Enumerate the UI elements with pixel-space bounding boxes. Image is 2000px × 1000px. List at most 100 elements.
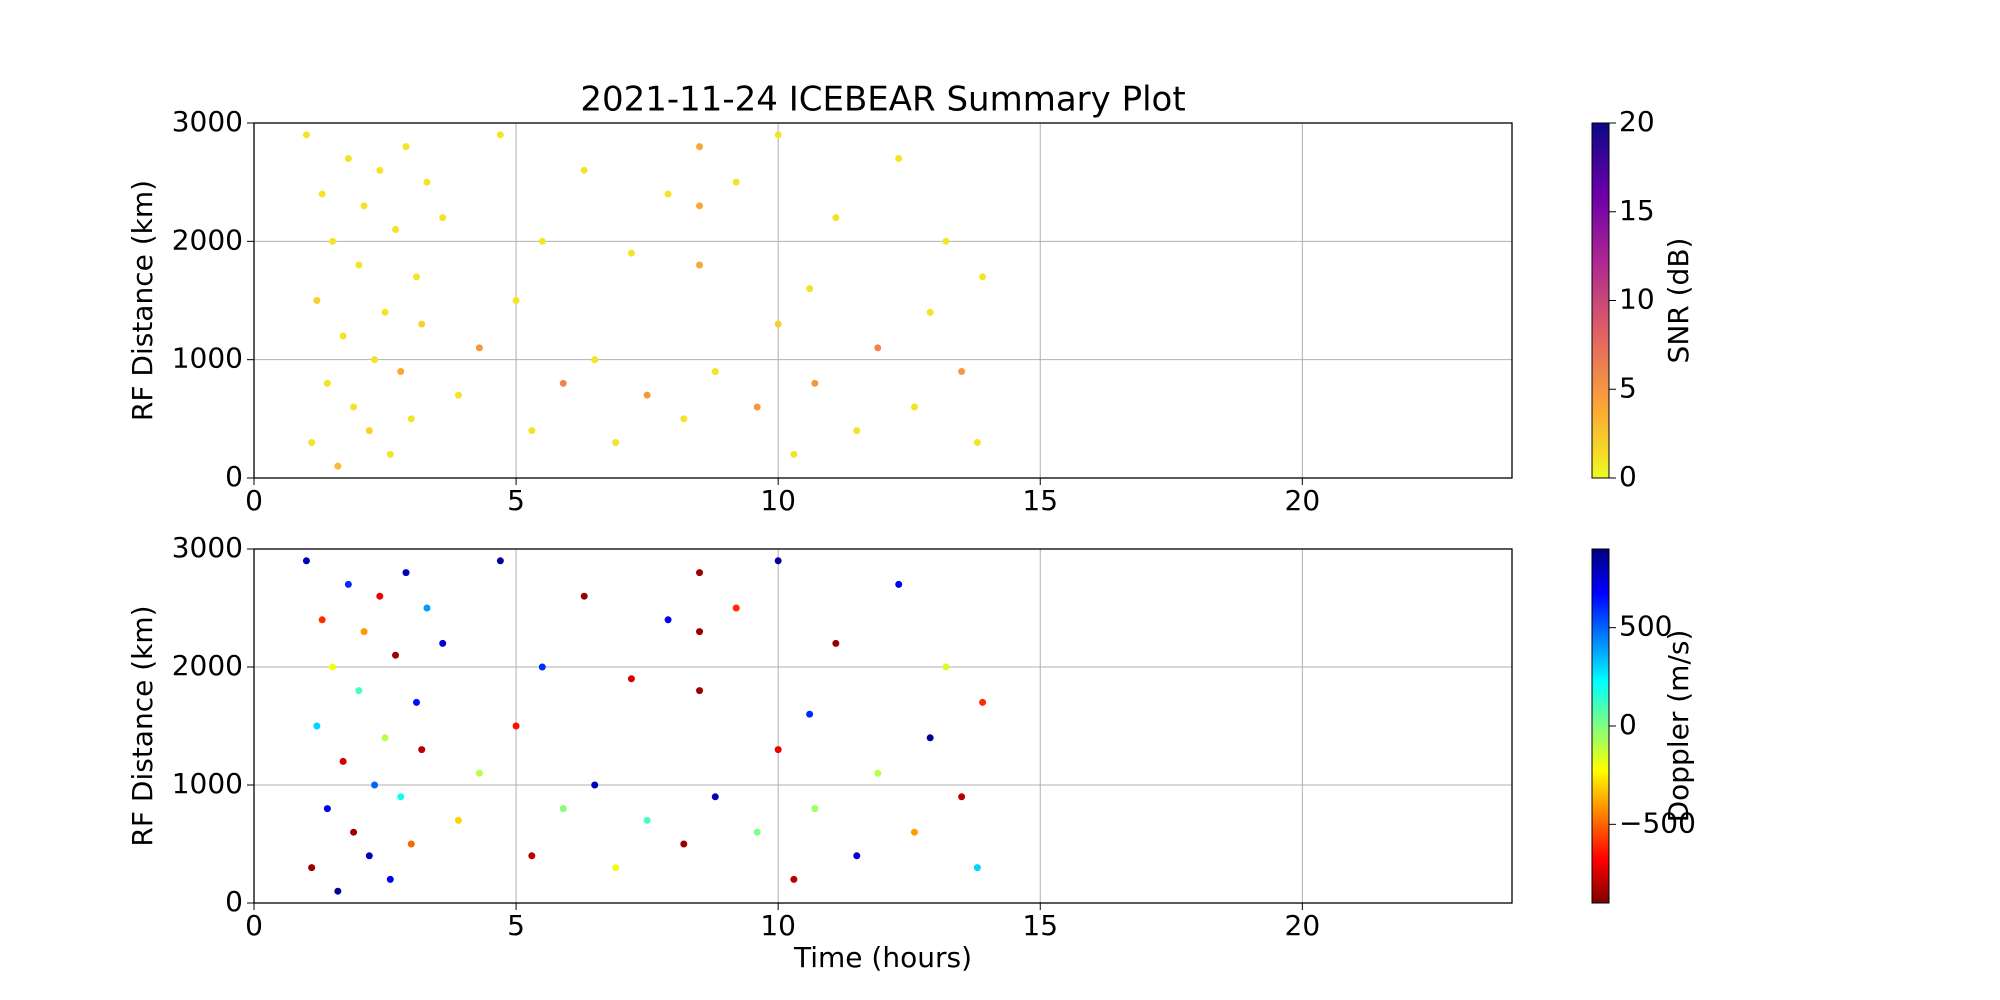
point bbox=[392, 226, 400, 233]
y-tick-label: 1000 bbox=[172, 342, 243, 375]
point bbox=[397, 368, 405, 375]
point bbox=[313, 722, 321, 730]
chart-title: 2021-11-24 ICEBEAR Summary Plot bbox=[580, 80, 1185, 120]
colorbar-label: Doppler (m/s) bbox=[1662, 630, 1695, 823]
point bbox=[528, 427, 536, 435]
x-tick-label: 20 bbox=[1285, 484, 1321, 517]
colorbar bbox=[1591, 548, 1610, 904]
y-tick-label: 3000 bbox=[172, 105, 243, 138]
point bbox=[664, 616, 672, 624]
point bbox=[790, 875, 798, 883]
colorbar-label: SNR (dB) bbox=[1662, 238, 1695, 364]
point bbox=[439, 639, 447, 647]
point bbox=[538, 237, 546, 245]
colorbar-tick-label: 500 bbox=[1619, 610, 1672, 643]
point bbox=[895, 155, 903, 162]
point bbox=[418, 746, 426, 754]
point bbox=[386, 875, 394, 883]
point bbox=[350, 828, 358, 836]
point bbox=[475, 344, 483, 352]
point bbox=[334, 462, 342, 470]
colorbar-tick-label: 5 bbox=[1619, 371, 1637, 404]
point bbox=[418, 320, 426, 328]
point bbox=[942, 663, 950, 671]
point bbox=[528, 852, 536, 860]
point bbox=[853, 852, 861, 860]
x-tick-label: 5 bbox=[507, 909, 525, 942]
point bbox=[680, 415, 688, 423]
point bbox=[365, 427, 373, 435]
y-axis-label: RF Distance (km) bbox=[126, 180, 159, 421]
point bbox=[559, 805, 567, 813]
y-tick-label: 1000 bbox=[172, 767, 243, 800]
point bbox=[696, 569, 704, 577]
point bbox=[381, 734, 389, 742]
point bbox=[355, 261, 363, 269]
point bbox=[386, 450, 394, 458]
point bbox=[512, 297, 520, 304]
point bbox=[407, 840, 415, 848]
point bbox=[559, 379, 567, 387]
point bbox=[323, 379, 331, 387]
point bbox=[313, 297, 321, 304]
point bbox=[811, 379, 819, 387]
point bbox=[774, 557, 782, 565]
x-axis-label: Time (hours) bbox=[793, 941, 972, 974]
point bbox=[397, 793, 405, 801]
point bbox=[753, 828, 761, 836]
point bbox=[329, 663, 337, 671]
y-tick-label: 0 bbox=[225, 460, 243, 493]
point bbox=[973, 864, 981, 872]
point bbox=[895, 580, 903, 588]
point bbox=[774, 746, 782, 754]
point bbox=[696, 143, 704, 151]
point bbox=[832, 639, 840, 647]
point bbox=[958, 368, 966, 375]
point bbox=[732, 178, 740, 186]
point bbox=[643, 816, 651, 824]
point bbox=[696, 261, 704, 269]
point bbox=[302, 131, 310, 139]
x-tick-label: 0 bbox=[245, 484, 263, 517]
point bbox=[376, 592, 384, 600]
point bbox=[591, 356, 599, 364]
axes-frame bbox=[253, 548, 1513, 904]
point bbox=[360, 628, 368, 636]
colorbar bbox=[1591, 122, 1610, 479]
point bbox=[339, 332, 347, 340]
point bbox=[402, 569, 410, 577]
x-tick-label: 20 bbox=[1285, 909, 1321, 942]
point bbox=[329, 237, 337, 245]
point bbox=[512, 722, 520, 730]
point bbox=[958, 793, 966, 801]
point bbox=[402, 143, 410, 151]
point bbox=[910, 403, 918, 411]
point bbox=[344, 580, 352, 588]
point bbox=[392, 651, 400, 659]
point bbox=[643, 391, 651, 399]
point bbox=[412, 698, 420, 706]
point bbox=[302, 557, 310, 565]
point bbox=[360, 202, 368, 210]
point bbox=[365, 852, 373, 860]
point bbox=[591, 781, 599, 789]
colorbar-tick-label: 0 bbox=[1619, 708, 1637, 741]
colorbar-tick-label: 20 bbox=[1619, 105, 1655, 138]
point bbox=[832, 214, 840, 222]
point bbox=[811, 805, 819, 813]
point bbox=[732, 604, 740, 612]
point bbox=[376, 166, 384, 174]
x-tick-label: 15 bbox=[1022, 909, 1058, 942]
point bbox=[423, 178, 431, 186]
point bbox=[580, 592, 588, 600]
point bbox=[318, 190, 326, 198]
point bbox=[308, 439, 316, 446]
point bbox=[344, 155, 352, 162]
point bbox=[874, 769, 882, 777]
point bbox=[774, 320, 782, 328]
point bbox=[874, 344, 882, 352]
x-tick-label: 15 bbox=[1022, 484, 1058, 517]
point bbox=[680, 840, 688, 848]
